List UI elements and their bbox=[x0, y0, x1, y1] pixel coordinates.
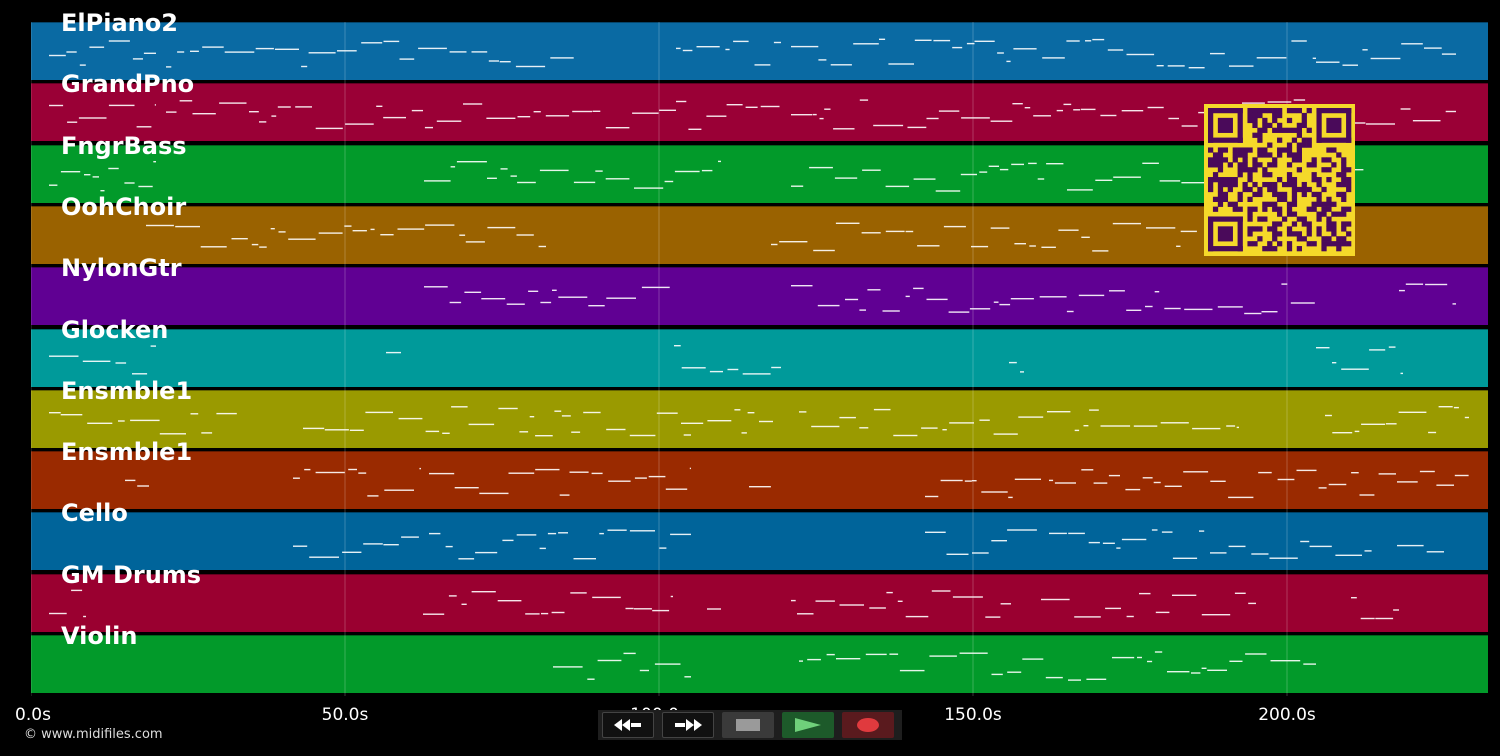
track-name: GM Drums bbox=[61, 560, 202, 589]
track-lane: Cello bbox=[31, 499, 1488, 571]
play-button[interactable] bbox=[782, 712, 834, 738]
track-lane: ElPiano2 bbox=[31, 9, 1488, 80]
record-button[interactable] bbox=[842, 712, 894, 738]
track-name: NylonGtr bbox=[61, 254, 182, 283]
track-name: Ensmble1 bbox=[61, 438, 193, 467]
fast-forward-icon bbox=[675, 719, 702, 731]
qr-code-pattern bbox=[1208, 108, 1352, 252]
track-name: Violin bbox=[61, 622, 138, 650]
track-lane: GM Drums bbox=[31, 561, 1488, 632]
track-name: ElPiano2 bbox=[61, 9, 178, 37]
stop-button[interactable] bbox=[722, 712, 774, 738]
time-tick-label: 50.0s bbox=[321, 705, 369, 725]
track-lane: Ensmble1 bbox=[31, 377, 1488, 448]
qr-code[interactable] bbox=[1204, 104, 1355, 256]
time-tick-label: 200.0s bbox=[1258, 705, 1316, 725]
track-lane: NylonGtr bbox=[31, 254, 1488, 326]
track-name: Cello bbox=[61, 499, 128, 528]
track-lane: Violin bbox=[31, 622, 1488, 693]
time-tick-label: 150.0s bbox=[944, 705, 1002, 725]
track-name: Ensmble1 bbox=[61, 376, 193, 405]
track-lane: Ensmble1 bbox=[31, 438, 1488, 510]
play-icon bbox=[795, 718, 821, 732]
time-tick-label: 0.0s bbox=[15, 705, 51, 725]
copyright-text: © www.midifiles.com bbox=[24, 727, 163, 742]
record-icon bbox=[857, 718, 879, 732]
stop-icon bbox=[736, 719, 760, 731]
track-name: GrandPno bbox=[61, 70, 195, 99]
playback-controls bbox=[598, 710, 902, 740]
track-lane: Glocken bbox=[31, 316, 1488, 387]
track-name: Glocken bbox=[61, 315, 169, 344]
rewind-icon bbox=[614, 719, 641, 731]
track-name: OohChoir bbox=[61, 192, 187, 221]
rewind-button[interactable] bbox=[602, 712, 654, 738]
fast-forward-button[interactable] bbox=[662, 712, 714, 738]
track-name: FngrBass bbox=[61, 131, 187, 160]
